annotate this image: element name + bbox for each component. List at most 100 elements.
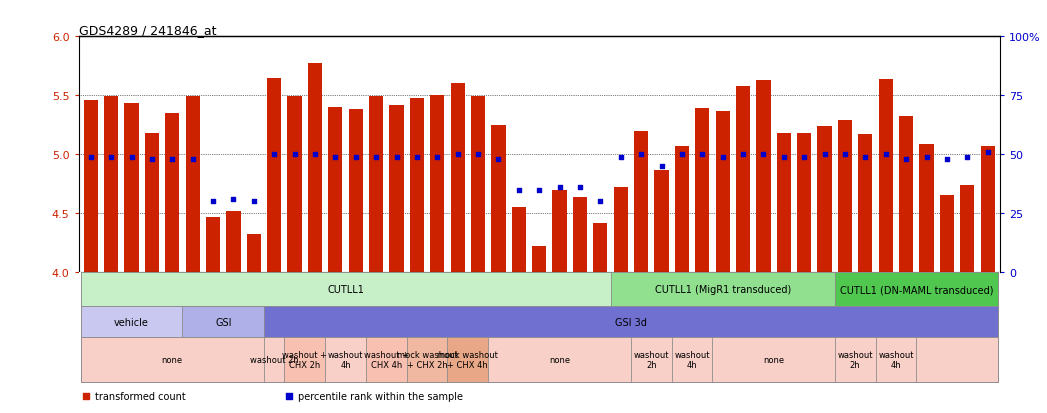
Bar [389, 105, 404, 273]
Bar [672, 337, 712, 382]
Point [592, 199, 608, 205]
Point [632, 152, 649, 158]
Bar [899, 117, 913, 273]
Text: none: none [549, 355, 571, 364]
Point [124, 154, 140, 161]
Bar [838, 121, 852, 273]
Bar [369, 97, 383, 273]
Point [817, 152, 833, 158]
Point [204, 199, 221, 205]
Point [184, 156, 201, 163]
Bar [553, 190, 566, 273]
Point [286, 152, 303, 158]
Bar [288, 97, 302, 273]
Point [408, 154, 425, 161]
Bar [654, 170, 669, 273]
Text: mock washout
+ CHX 2h: mock washout + CHX 2h [397, 350, 458, 370]
Bar [834, 273, 998, 306]
Bar [144, 134, 159, 273]
Bar [247, 235, 261, 273]
Bar [960, 185, 975, 273]
Bar [267, 78, 282, 273]
Point [511, 187, 528, 193]
Point [490, 156, 507, 163]
Bar [81, 273, 610, 306]
Bar [594, 223, 607, 273]
Text: CUTLL1: CUTLL1 [327, 285, 364, 294]
Point [755, 152, 772, 158]
Bar [366, 337, 406, 382]
Point [429, 154, 446, 161]
Point [348, 154, 364, 161]
Bar [264, 306, 998, 337]
Bar [614, 188, 628, 273]
Bar [712, 337, 834, 382]
Bar [875, 337, 916, 382]
Point [367, 154, 384, 161]
Bar [715, 111, 730, 273]
Point [225, 196, 242, 203]
Bar [165, 114, 179, 273]
Bar [818, 126, 831, 273]
Point [307, 152, 324, 158]
Text: CUTLL1 (DN-MAML transduced): CUTLL1 (DN-MAML transduced) [840, 285, 993, 294]
Bar [185, 97, 200, 273]
Bar [81, 337, 264, 382]
Point [938, 156, 955, 163]
Point [531, 187, 548, 193]
Bar [206, 217, 220, 273]
Bar [104, 97, 118, 273]
Bar [447, 337, 488, 382]
Bar [81, 306, 182, 337]
Text: vehicle: vehicle [114, 317, 149, 327]
Bar [695, 109, 710, 273]
Bar [512, 208, 526, 273]
Bar [226, 211, 241, 273]
Point [327, 154, 343, 161]
Point [164, 156, 181, 163]
Point [694, 152, 711, 158]
Bar [264, 337, 285, 382]
Text: washout 2h: washout 2h [250, 355, 298, 364]
Point [281, 393, 297, 399]
Point [245, 199, 262, 205]
Bar [182, 306, 264, 337]
Point [979, 149, 996, 156]
Point [143, 156, 160, 163]
Text: washout +
CHX 2h: washout + CHX 2h [283, 350, 328, 370]
Text: CUTLL1 (MigR1 transduced): CUTLL1 (MigR1 transduced) [654, 285, 790, 294]
Bar [488, 337, 631, 382]
Bar [736, 87, 751, 273]
Text: none: none [161, 355, 183, 364]
Text: GSI: GSI [215, 317, 231, 327]
Bar [308, 64, 322, 273]
Text: washout
2h: washout 2h [838, 350, 873, 370]
Bar [450, 84, 465, 273]
Text: washout
4h: washout 4h [674, 350, 710, 370]
Bar [940, 196, 954, 273]
Point [776, 154, 793, 161]
Point [714, 154, 731, 161]
Bar [471, 97, 485, 273]
Bar [634, 131, 648, 273]
Point [103, 154, 119, 161]
Point [572, 185, 588, 191]
Bar [797, 134, 811, 273]
Bar [326, 337, 366, 382]
Point [959, 154, 976, 161]
Bar [756, 81, 771, 273]
Bar [573, 197, 587, 273]
Point [266, 152, 283, 158]
Bar [532, 247, 547, 273]
Point [918, 154, 935, 161]
Text: mock washout
+ CHX 4h: mock washout + CHX 4h [438, 350, 498, 370]
Bar [610, 273, 834, 306]
Point [735, 152, 752, 158]
Point [83, 154, 99, 161]
Point [388, 154, 405, 161]
Bar [328, 108, 342, 273]
Text: washout +
CHX 4h: washout + CHX 4h [363, 350, 408, 370]
Text: GDS4289 / 241846_at: GDS4289 / 241846_at [79, 24, 216, 37]
Bar [916, 337, 998, 382]
Text: transformed count: transformed count [95, 391, 186, 401]
